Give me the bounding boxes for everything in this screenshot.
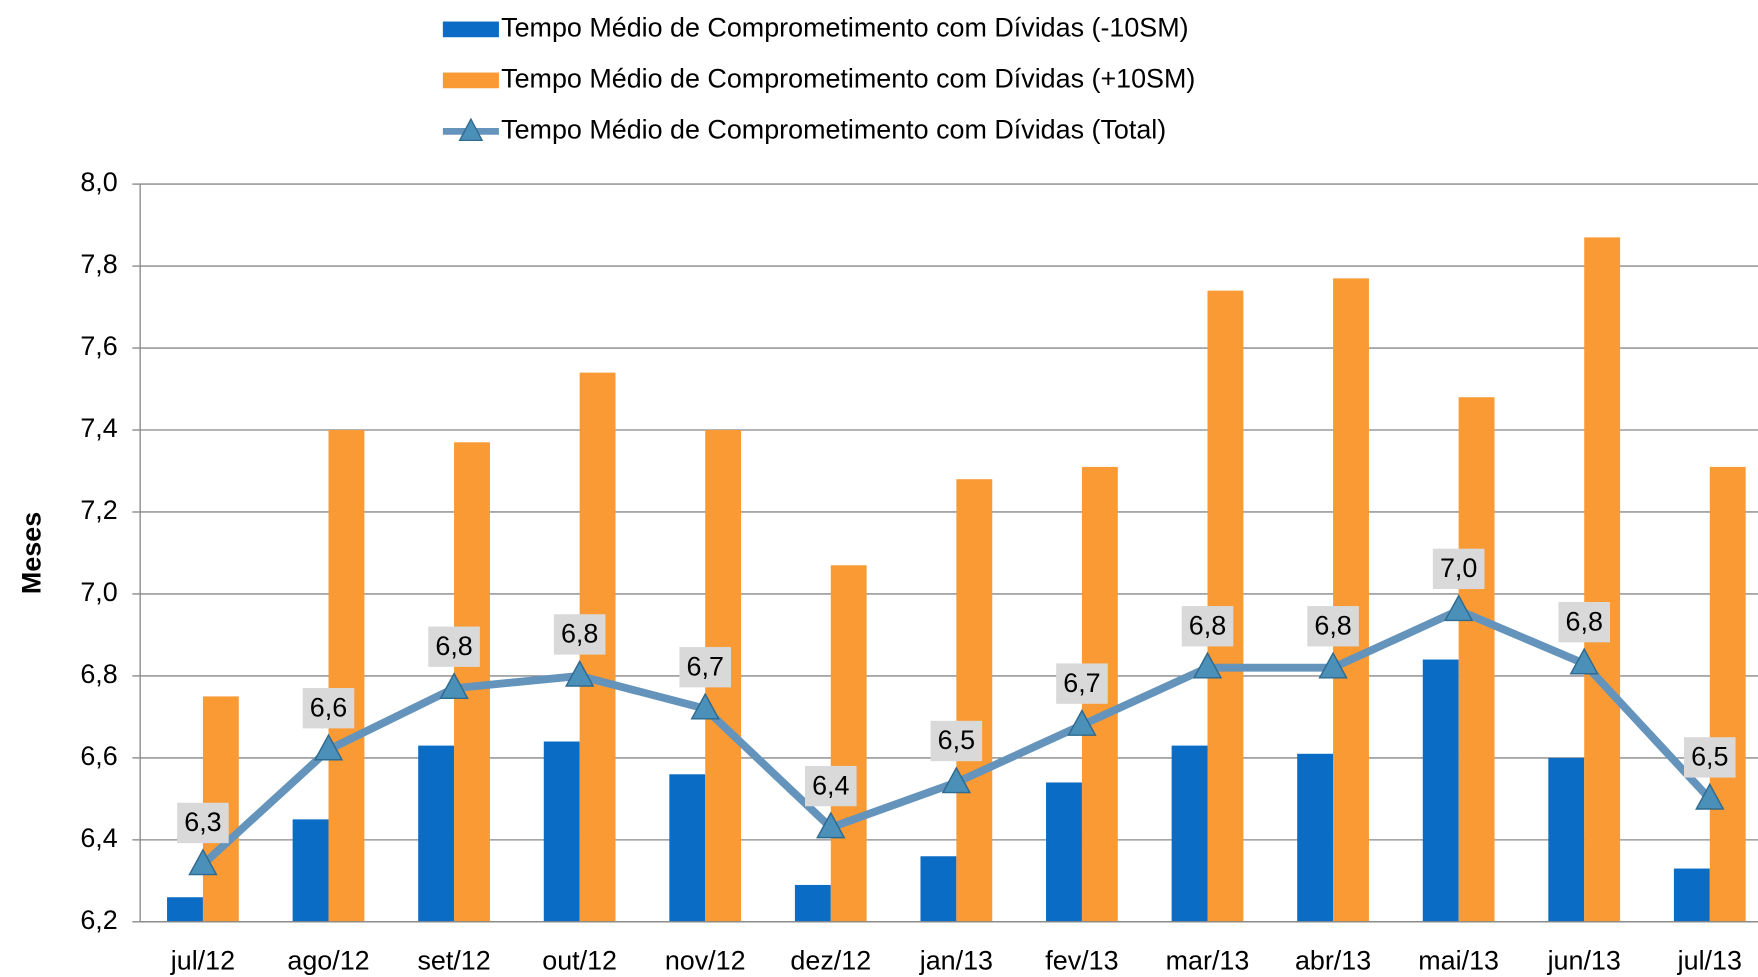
x-tick-label: nov/12 xyxy=(665,945,746,975)
legend-swatch xyxy=(442,21,499,38)
bar xyxy=(1422,659,1459,922)
x-tick-label: jul/13 xyxy=(1677,945,1742,975)
bar xyxy=(418,745,455,922)
line-marker xyxy=(1192,651,1223,679)
bar xyxy=(956,479,993,922)
line-marker xyxy=(1067,709,1097,736)
y-tick-label: 6,6 xyxy=(80,741,117,771)
data-label: 6,3 xyxy=(184,807,221,837)
data-label: 6,8 xyxy=(1566,606,1603,636)
line-marker xyxy=(313,733,344,761)
line-marker xyxy=(816,811,846,839)
bar xyxy=(920,856,957,922)
line-marker xyxy=(564,659,595,687)
line-marker xyxy=(1695,782,1725,810)
data-label: 6,8 xyxy=(435,631,472,661)
line-marker xyxy=(1318,651,1348,679)
data-label-box xyxy=(1181,606,1234,647)
legend-label: Tempo Médio de Comprometimento com Dívid… xyxy=(501,64,1195,94)
legend-swatch xyxy=(442,72,499,89)
data-label: 6,5 xyxy=(1691,742,1728,772)
y-tick-label: 6,2 xyxy=(80,905,117,935)
x-tick-label: out/12 xyxy=(542,945,617,975)
bar xyxy=(669,774,706,922)
bar xyxy=(1584,237,1621,922)
x-tick-label: fev/13 xyxy=(1045,945,1118,975)
data-label-box xyxy=(428,626,480,667)
data-label: 6,5 xyxy=(938,725,975,755)
y-axis-label: Meses xyxy=(17,512,47,594)
data-label-box xyxy=(302,688,355,729)
y-tick-label: 8,0 xyxy=(80,167,117,197)
line-marker xyxy=(188,848,218,876)
bar xyxy=(1458,397,1495,922)
data-label: 6,8 xyxy=(561,619,598,649)
y-tick-label: 7,0 xyxy=(80,577,117,607)
data-label-box xyxy=(1432,548,1485,590)
y-tick-label: 7,6 xyxy=(80,331,117,361)
x-tick-label: jul/12 xyxy=(170,945,235,975)
y-tick-label: 7,2 xyxy=(80,495,117,525)
bar xyxy=(167,897,203,922)
data-label: 6,4 xyxy=(812,770,849,800)
data-label: 6,7 xyxy=(1063,668,1100,698)
data-label-box xyxy=(553,614,606,655)
data-label: 6,8 xyxy=(1314,610,1351,640)
x-tick-label: jun/13 xyxy=(1547,945,1621,975)
data-label-box xyxy=(177,802,229,844)
y-tick-label: 7,4 xyxy=(80,413,117,443)
bar xyxy=(1333,278,1369,922)
x-tick-label: set/12 xyxy=(417,945,490,975)
x-tick-label: dez/12 xyxy=(790,945,871,975)
bar xyxy=(1673,868,1710,922)
bar xyxy=(1297,753,1334,922)
data-label: 6,7 xyxy=(687,651,724,681)
bar xyxy=(1709,466,1746,922)
bar xyxy=(292,819,329,922)
data-label: 6,8 xyxy=(1189,610,1226,640)
legend-label: Tempo Médio de Comprometimento com Dívid… xyxy=(501,115,1166,145)
bar xyxy=(794,884,831,922)
x-tick-label: mai/13 xyxy=(1418,945,1499,975)
data-label-box xyxy=(1056,663,1108,704)
data-label: 6,6 xyxy=(310,692,347,722)
bar xyxy=(830,565,867,922)
y-tick-label: 7,8 xyxy=(80,249,117,279)
bar xyxy=(1046,782,1082,922)
line-marker xyxy=(439,672,469,700)
data-label-box xyxy=(679,647,732,688)
data-label-box xyxy=(1558,601,1611,643)
bar xyxy=(1171,745,1208,922)
bar xyxy=(328,430,365,922)
data-label: 7,0 xyxy=(1440,553,1477,583)
data-label-box xyxy=(930,720,983,762)
y-tick-label: 6,4 xyxy=(80,823,117,853)
line-marker xyxy=(1569,647,1599,675)
legend-marker xyxy=(458,117,484,142)
line-marker xyxy=(1443,594,1474,622)
data-label-box xyxy=(1307,606,1359,647)
data-label-box xyxy=(1684,737,1736,778)
line-marker xyxy=(690,692,720,720)
x-tick-label: jan/13 xyxy=(919,945,993,975)
x-tick-label: abr/13 xyxy=(1295,945,1371,975)
x-tick-label: ago/12 xyxy=(287,945,369,975)
y-tick-label: 6,8 xyxy=(80,659,117,689)
data-label-box xyxy=(805,765,857,807)
line-marker xyxy=(941,766,972,794)
legend-label: Tempo Médio de Comprometimento com Dívid… xyxy=(501,12,1188,42)
bar xyxy=(543,741,580,922)
x-tick-label: mar/13 xyxy=(1166,945,1250,975)
bar xyxy=(1548,757,1585,922)
